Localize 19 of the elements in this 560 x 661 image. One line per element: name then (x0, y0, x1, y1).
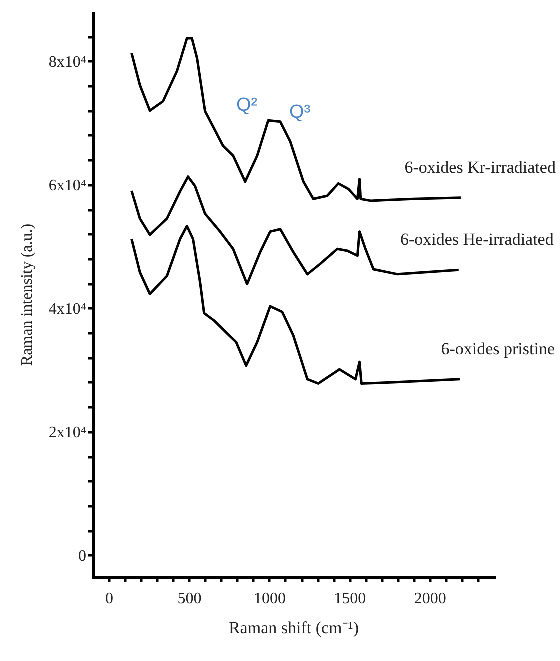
annotation: Q² (236, 95, 258, 116)
y-tick-label: 6x10⁴ (48, 177, 87, 194)
series-label: 6-oxides pristine (441, 339, 555, 358)
series-label: 6-oxides He-irradiated (400, 230, 554, 250)
y-tick-label: 4x10⁴ (48, 300, 87, 318)
line-series (130, 37, 462, 202)
line-series (130, 176, 460, 286)
x-tick-label: 1500 (334, 590, 366, 608)
x-axis-title: Raman shift (cm⁻¹) (228, 618, 360, 638)
x-tick-label: 2000 (414, 590, 446, 608)
y-tick-label: 2x10⁴ (48, 424, 87, 442)
annotation: Q³ (289, 102, 311, 123)
series-label: 6-oxides Kr-irradiated (404, 158, 556, 177)
x-tick-label: 500 (178, 590, 202, 608)
y-axis-title: Raman intensity (a.u.) (18, 224, 36, 366)
x-tick-label: 1000 (254, 590, 286, 608)
y-tick-label: 8x10⁴ (48, 54, 87, 71)
y-tick-label: 0 (78, 548, 86, 565)
x-tick-label: 0 (106, 590, 114, 608)
